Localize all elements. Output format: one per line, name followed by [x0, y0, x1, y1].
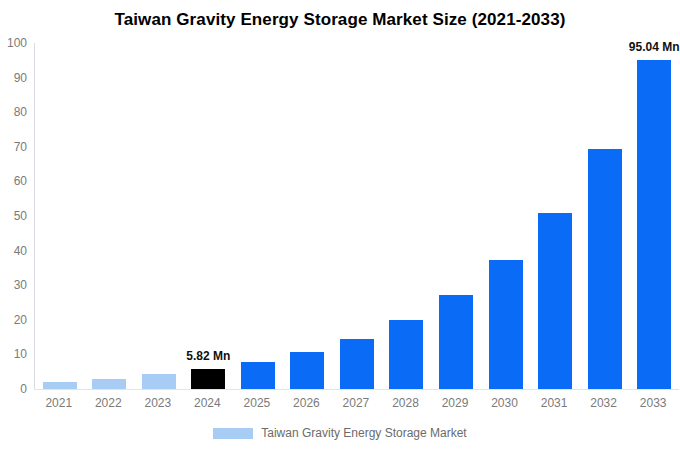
- bar-slot-2025: [233, 43, 283, 389]
- x-tick-label-2022: 2022: [84, 396, 134, 410]
- bar-slot-2024: 5.82 Mn: [184, 43, 234, 389]
- y-tick-label: 30: [0, 279, 27, 291]
- bar-2030[interactable]: [489, 260, 523, 389]
- bar-2023[interactable]: [142, 374, 176, 389]
- bar-2021[interactable]: [43, 382, 77, 389]
- bar-2032[interactable]: [588, 149, 622, 389]
- bar-series: 5.82 Mn 95.04 Mn: [35, 43, 679, 389]
- bar-slot-2026: [283, 43, 333, 389]
- y-tick-label: 100: [0, 37, 27, 49]
- chart-container: Taiwan Gravity Energy Storage Market Siz…: [0, 0, 680, 450]
- data-label-2024: 5.82 Mn: [186, 349, 230, 363]
- y-tick-label: 0: [0, 383, 27, 395]
- bar-slot-2028: [382, 43, 432, 389]
- bar-slot-2031: [530, 43, 580, 389]
- y-axis: 0102030405060708090100: [0, 43, 30, 389]
- bar-slot-2023: [134, 43, 184, 389]
- bar-2025[interactable]: [241, 362, 275, 389]
- y-tick-label: 90: [0, 72, 27, 84]
- x-tick-label-2026: 2026: [282, 396, 332, 410]
- bar-slot-2027: [332, 43, 382, 389]
- bar-2028[interactable]: [389, 320, 423, 389]
- y-tick-label: 70: [0, 141, 27, 153]
- x-tick-label-2021: 2021: [34, 396, 84, 410]
- x-tick-label-2025: 2025: [232, 396, 282, 410]
- y-tick-label: 80: [0, 106, 27, 118]
- x-tick-label-2029: 2029: [430, 396, 480, 410]
- y-tick-label: 10: [0, 348, 27, 360]
- bar-2022[interactable]: [92, 379, 126, 389]
- bar-slot-2029: [431, 43, 481, 389]
- x-tick-label-2023: 2023: [133, 396, 183, 410]
- data-label-2033: 95.04 Mn: [629, 40, 680, 54]
- bar-slot-2030: [481, 43, 531, 389]
- x-axis: 2021202220232024202520262027202820292030…: [34, 396, 678, 410]
- chart-title: Taiwan Gravity Energy Storage Market Siz…: [0, 10, 680, 30]
- bar-slot-2033: 95.04 Mn: [629, 43, 679, 389]
- x-tick-label-2027: 2027: [331, 396, 381, 410]
- x-tick-label-2030: 2030: [480, 396, 530, 410]
- bar-slot-2022: [85, 43, 135, 389]
- x-tick-label-2024: 2024: [183, 396, 233, 410]
- x-tick-label-2028: 2028: [381, 396, 431, 410]
- plot-area: 5.82 Mn 95.04 Mn: [34, 43, 679, 390]
- bar-slot-2032: [580, 43, 630, 389]
- bar-slot-2021: [35, 43, 85, 389]
- bar-2024[interactable]: [191, 369, 225, 389]
- x-tick-label-2032: 2032: [579, 396, 629, 410]
- bar-2031[interactable]: [538, 213, 572, 389]
- legend-swatch: [213, 428, 253, 439]
- bar-2029[interactable]: [439, 295, 473, 389]
- legend-label: Taiwan Gravity Energy Storage Market: [261, 426, 466, 440]
- legend[interactable]: Taiwan Gravity Energy Storage Market: [0, 426, 680, 440]
- x-tick-label-2031: 2031: [529, 396, 579, 410]
- y-tick-label: 60: [0, 175, 27, 187]
- y-tick-label: 50: [0, 210, 27, 222]
- bar-2027[interactable]: [340, 339, 374, 389]
- y-tick-label: 40: [0, 245, 27, 257]
- y-tick-label: 20: [0, 314, 27, 326]
- bar-2033[interactable]: [637, 60, 671, 389]
- bar-2026[interactable]: [290, 352, 324, 389]
- x-tick-label-2033: 2033: [628, 396, 678, 410]
